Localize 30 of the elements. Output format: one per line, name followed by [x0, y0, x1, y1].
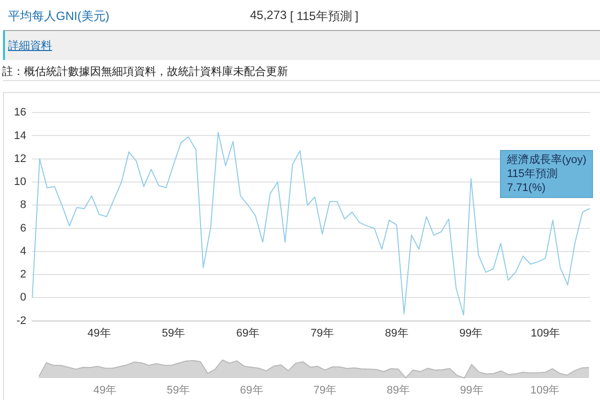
x-tick-label: 69年: [240, 384, 264, 397]
text: 註：概估統計數據因無細項資料，故統計資料庫未配合更新: [2, 64, 288, 79]
y-tick-label: 12: [14, 152, 26, 165]
y-tick-label: -2: [16, 314, 26, 327]
annotation: 經濟成長率(yoy) 115年預測 7.71(%): [507, 153, 586, 195]
y-tick-label: 8: [20, 199, 26, 212]
y-tick-label: 0: [20, 292, 26, 304]
y-tick-label: 4: [20, 245, 26, 258]
x-tick-label: 89年: [386, 384, 410, 397]
x-tick-label: 109年: [530, 384, 560, 397]
x-tick-label: 69年: [236, 327, 260, 340]
x-tick-label: 49年: [93, 384, 117, 397]
y-tick-label: 10: [14, 176, 26, 188]
text: 詳細資料: [8, 39, 52, 53]
y-tick-label: 16: [14, 106, 26, 119]
x-tick-label: 99年: [460, 384, 484, 397]
x-tick-label: 99年: [459, 327, 483, 340]
x-tick-label: 79年: [313, 384, 337, 397]
x-tick-label: 59年: [166, 384, 190, 397]
y-tick-label: 2: [20, 268, 26, 281]
text: 平均每人GNI(美元): [8, 8, 110, 25]
x-tick-label: 59年: [162, 327, 186, 340]
x-tick-label: 49年: [88, 327, 111, 340]
y-tick-label: 14: [14, 130, 26, 142]
y-tick-label: 6: [20, 222, 26, 234]
x-tick-label: 89年: [385, 327, 408, 340]
text: 45,273: [250, 8, 287, 22]
text: [ 115年預測 ]: [290, 8, 358, 25]
x-tick-label: 109年: [530, 327, 560, 340]
x-tick-label: 79年: [310, 327, 334, 340]
